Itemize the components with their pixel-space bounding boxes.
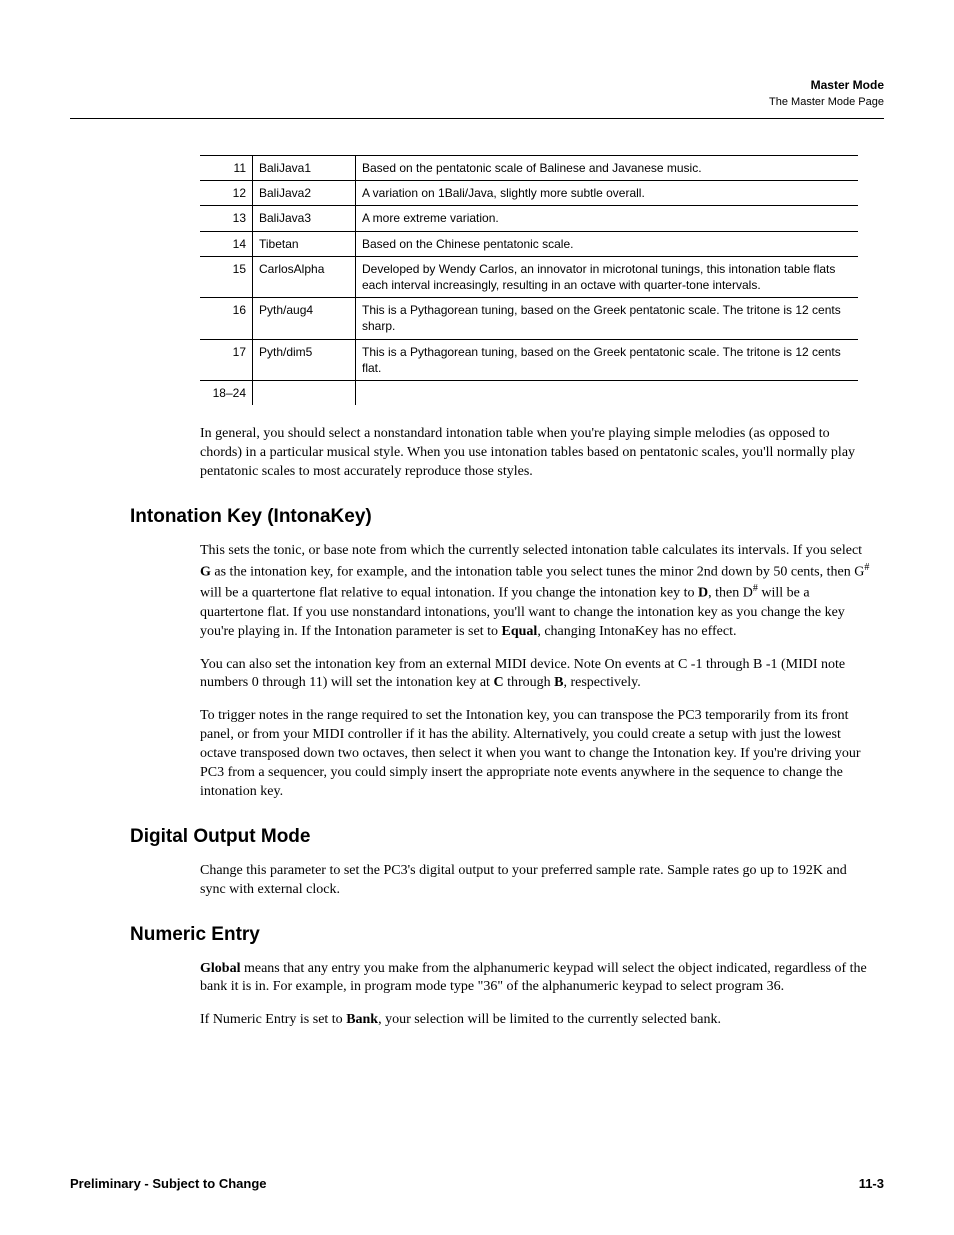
row-number: 15 bbox=[200, 256, 253, 297]
table-row: 11 BaliJava1 Based on the pentatonic sca… bbox=[200, 156, 858, 181]
row-desc: Based on the Chinese pentatonic scale. bbox=[356, 231, 859, 256]
row-desc: This is a Pythagorean tuning, based on t… bbox=[356, 298, 859, 339]
table-row: 16 Pyth/aug4 This is a Pythagorean tunin… bbox=[200, 298, 858, 339]
row-name: BaliJava2 bbox=[253, 181, 356, 206]
bold-Equal: Equal bbox=[502, 624, 538, 639]
row-number: 17 bbox=[200, 339, 253, 380]
page-header: Master Mode The Master Mode Page bbox=[70, 78, 884, 108]
row-name bbox=[253, 380, 356, 405]
heading-numeric: Numeric Entry bbox=[130, 924, 884, 946]
table-row: 18–24 bbox=[200, 380, 858, 405]
page: Master Mode The Master Mode Page 11 Bali… bbox=[0, 0, 954, 1235]
text: This sets the tonic, or base note from w… bbox=[200, 543, 862, 558]
numeric-p1: Global means that any entry you make fro… bbox=[200, 960, 874, 998]
text: , your selection will be limited to the … bbox=[378, 1012, 721, 1027]
table-row: 14 Tibetan Based on the Chinese pentaton… bbox=[200, 231, 858, 256]
bold-Global: Global bbox=[200, 961, 240, 976]
row-name: Pyth/dim5 bbox=[253, 339, 356, 380]
header-subtitle: The Master Mode Page bbox=[70, 96, 884, 108]
row-number: 16 bbox=[200, 298, 253, 339]
intonakey-p3: To trigger notes in the range required t… bbox=[200, 707, 874, 801]
table-row: 17 Pyth/dim5 This is a Pythagorean tunin… bbox=[200, 339, 858, 380]
row-number: 12 bbox=[200, 181, 253, 206]
heading-intonakey: Intonation Key (IntonaKey) bbox=[130, 506, 884, 528]
sharp: # bbox=[864, 562, 869, 573]
row-desc: A variation on 1Bali/Java, slightly more… bbox=[356, 181, 859, 206]
bold-C: C bbox=[493, 675, 503, 690]
row-desc: Based on the pentatonic scale of Balines… bbox=[356, 156, 859, 181]
row-number: 18–24 bbox=[200, 380, 253, 405]
row-name: Tibetan bbox=[253, 231, 356, 256]
row-number: 11 bbox=[200, 156, 253, 181]
digital-p1: Change this parameter to set the PC3's d… bbox=[200, 862, 874, 900]
text: , changing IntonaKey has no effect. bbox=[537, 624, 736, 639]
row-name: BaliJava3 bbox=[253, 206, 356, 231]
text: as the intonation key, for example, and … bbox=[211, 564, 864, 579]
page-footer: Preliminary - Subject to Change 11-3 bbox=[70, 1176, 884, 1191]
intonation-table: 11 BaliJava1 Based on the pentatonic sca… bbox=[200, 155, 858, 405]
row-desc bbox=[356, 380, 859, 405]
header-title: Master Mode bbox=[70, 78, 884, 92]
intonakey-p2: You can also set the intonation key from… bbox=[200, 656, 874, 694]
intonakey-p1: This sets the tonic, or base note from w… bbox=[200, 542, 874, 642]
header-rule bbox=[70, 118, 884, 119]
heading-digital: Digital Output Mode bbox=[130, 826, 884, 848]
row-desc: This is a Pythagorean tuning, based on t… bbox=[356, 339, 859, 380]
row-number: 14 bbox=[200, 231, 253, 256]
text: If Numeric Entry is set to bbox=[200, 1012, 346, 1027]
table-row: 12 BaliJava2 A variation on 1Bali/Java, … bbox=[200, 181, 858, 206]
row-desc: Developed by Wendy Carlos, an innovator … bbox=[356, 256, 859, 297]
row-name: Pyth/aug4 bbox=[253, 298, 356, 339]
table-row: 15 CarlosAlpha Developed by Wendy Carlos… bbox=[200, 256, 858, 297]
bold-D: D bbox=[698, 586, 708, 601]
row-name: CarlosAlpha bbox=[253, 256, 356, 297]
bold-Bank: Bank bbox=[346, 1012, 378, 1027]
row-number: 13 bbox=[200, 206, 253, 231]
text: means that any entry you make from the a… bbox=[200, 961, 867, 995]
numeric-p2: If Numeric Entry is set to Bank, your se… bbox=[200, 1011, 874, 1030]
bold-G: G bbox=[200, 564, 211, 579]
footer-right: 11-3 bbox=[859, 1176, 884, 1191]
text: will be a quartertone flat relative to e… bbox=[200, 586, 698, 601]
intro-paragraph: In general, you should select a nonstand… bbox=[200, 425, 874, 482]
text: , respectively. bbox=[563, 675, 640, 690]
text: , then D bbox=[708, 586, 753, 601]
table-row: 13 BaliJava3 A more extreme variation. bbox=[200, 206, 858, 231]
footer-left: Preliminary - Subject to Change bbox=[70, 1176, 267, 1191]
text: through bbox=[504, 675, 555, 690]
row-name: BaliJava1 bbox=[253, 156, 356, 181]
row-desc: A more extreme variation. bbox=[356, 206, 859, 231]
